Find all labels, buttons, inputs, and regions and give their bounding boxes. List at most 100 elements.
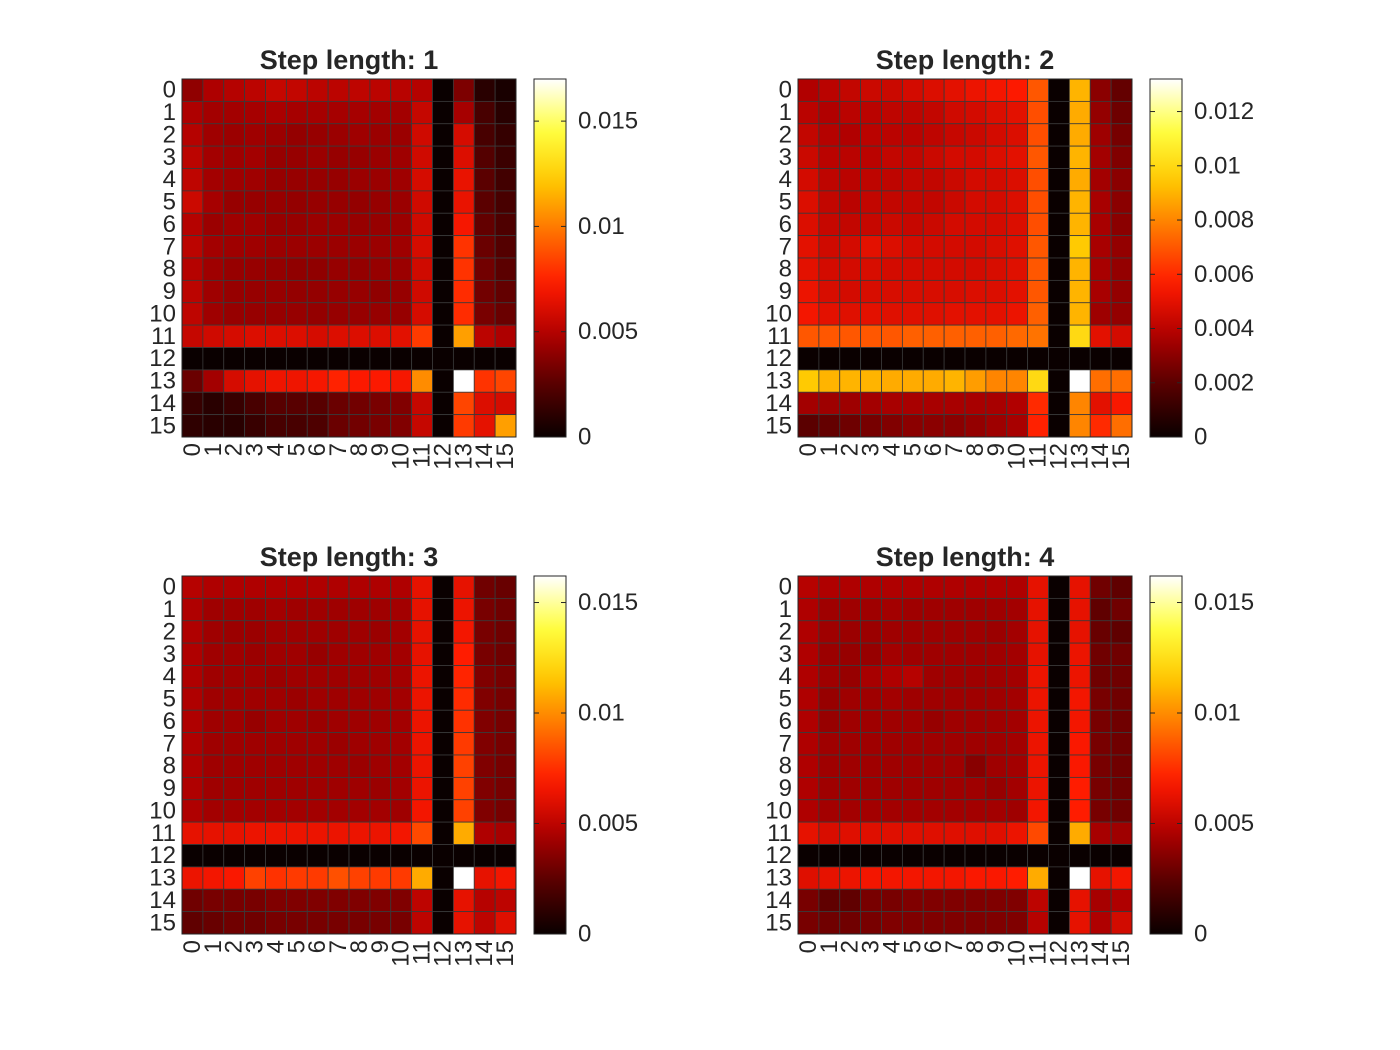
heatmap-cell-r3-c13 <box>1068 642 1091 666</box>
heatmap-cell-r11-c12 <box>432 821 454 845</box>
heatmap-cell-r12-c15 <box>1110 347 1133 371</box>
x-tick-label: 8 <box>962 443 989 456</box>
heatmap-cell-r12-c14 <box>1089 844 1112 868</box>
heatmap-cell-r12-c4 <box>881 844 903 868</box>
heatmap-cell-r7-c13 <box>452 732 475 756</box>
heatmap-cell-r12-c0 <box>797 347 820 371</box>
y-tick-label: 6 <box>779 708 792 735</box>
heatmap-cell-r11-c1 <box>818 324 841 348</box>
heatmap-cell-r6-c8 <box>348 212 371 237</box>
heatmap-cell-r11-c9 <box>985 821 1008 845</box>
heatmap-cell-r7-c8 <box>348 732 371 756</box>
x-tick-label: 8 <box>346 940 373 953</box>
heatmap-cell-r9-c13 <box>452 279 475 304</box>
heatmap-cell-r2-c2 <box>223 620 246 644</box>
heatmap-cell-r4-c4 <box>881 168 903 192</box>
heatmap-cell-r3-c14 <box>473 642 496 666</box>
heatmap-cell-r1-c3 <box>244 597 266 622</box>
heatmap-cell-r11-c0 <box>797 324 820 348</box>
heatmap-cell-r4-c5 <box>901 665 924 689</box>
heatmap-cell-r4-c13 <box>1068 168 1091 192</box>
heatmap-cell-r9-c14 <box>473 279 496 304</box>
heatmap-cell-r4-c1 <box>202 665 225 689</box>
colorbar-tick-label: 0.002 <box>1194 369 1254 396</box>
heatmap-cell-r10-c15 <box>494 799 517 823</box>
heatmap-cell-r13-c11 <box>1027 369 1049 393</box>
heatmap-cell-r10-c8 <box>964 302 987 326</box>
heatmap-cell-r13-c5 <box>901 369 924 393</box>
heatmap-cell-r11-c11 <box>411 821 433 845</box>
heatmap-cell-r10-c0 <box>797 302 820 326</box>
heatmap-cell-r10-c9 <box>985 799 1008 823</box>
heatmap-cell-r8-c6 <box>306 257 329 281</box>
heatmap-cell-r14-c15 <box>494 391 517 416</box>
heatmap-cell-r15-c2 <box>223 911 246 935</box>
x-tick-label: 8 <box>346 443 373 456</box>
heatmap-cell-r13-c9 <box>985 369 1008 393</box>
heatmap-cell-r10-c15 <box>494 302 517 326</box>
heatmap-cell-r7-c13 <box>1068 732 1091 756</box>
heatmap-cell-r6-c12 <box>432 212 454 237</box>
heatmap-cell-r3-c12 <box>432 642 454 666</box>
heatmap-cell-r3-c9 <box>369 642 392 666</box>
heatmap-cell-r1-c0 <box>797 597 820 622</box>
heatmap-cell-r0-c9 <box>985 78 1008 102</box>
heatmap-cell-r11-c5 <box>901 324 924 348</box>
heatmap-cell-r2-c6 <box>306 620 329 644</box>
heatmap-cell-r5-c6 <box>922 687 945 711</box>
heatmap-cell-r5-c9 <box>985 190 1008 214</box>
colorbar-tick-label: 0.015 <box>1194 589 1254 616</box>
x-tick-label: 12 <box>1045 443 1072 470</box>
heatmap-cell-r0-c6 <box>306 575 329 599</box>
x-tick-label: 9 <box>983 940 1010 953</box>
x-tick-label: 3 <box>242 443 269 456</box>
heatmap-cell-r3-c2 <box>839 145 862 169</box>
heatmap-cell-r7-c6 <box>306 235 329 259</box>
heatmap-cell-r2-c13 <box>1068 123 1091 147</box>
heatmap-cell-r14-c0 <box>797 391 820 416</box>
x-tick-label: 2 <box>221 940 248 953</box>
heatmap-cell-r15-c7 <box>943 414 966 438</box>
heatmap-cell-r15-c12 <box>432 911 454 935</box>
heatmap-cell-r15-c15 <box>1110 414 1133 438</box>
heatmap-cell-r1-c4 <box>881 597 903 622</box>
heatmap-cell-r8-c8 <box>964 754 987 778</box>
heatmap-cell-r4-c5 <box>901 168 924 192</box>
heatmap-cell-r14-c8 <box>348 391 371 416</box>
heatmap-cell-r5-c8 <box>348 190 371 214</box>
panel-title: Step length: 1 <box>260 45 439 75</box>
heatmap-cell-r4-c11 <box>1027 665 1049 689</box>
heatmap-cell-r14-c11 <box>411 391 433 416</box>
heatmap-cell-r13-c8 <box>964 369 987 393</box>
heatmap-cell-r4-c8 <box>964 168 987 192</box>
heatmap-cell-r8-c9 <box>369 754 392 778</box>
heatmap-cell-r4-c15 <box>1110 665 1133 689</box>
y-tick-label: 3 <box>779 144 792 171</box>
heatmap-cell-r10-c14 <box>473 799 496 823</box>
y-tick-label: 7 <box>779 233 792 260</box>
heatmap-cell-r7-c10 <box>1006 732 1029 756</box>
heatmap-cell-r4-c1 <box>818 665 841 689</box>
heatmap-cell-r4-c4 <box>265 665 287 689</box>
heatmap-cell-r13-c2 <box>839 369 862 393</box>
x-tick-label: 1 <box>200 940 227 953</box>
heatmap-cell-r2-c11 <box>1027 620 1049 644</box>
heatmap-cell-r3-c8 <box>348 642 371 666</box>
y-tick-label: 10 <box>149 797 176 824</box>
heatmap-cell-r14-c2 <box>839 391 862 416</box>
heatmap-cell-r6-c14 <box>1089 709 1112 734</box>
y-tick-label: 12 <box>149 842 176 869</box>
heatmap-cell-r2-c5 <box>901 123 924 147</box>
x-tick-label: 14 <box>1087 443 1114 470</box>
heatmap-cell-r1-c10 <box>1006 100 1029 125</box>
heatmap-cell-r9-c11 <box>411 279 433 304</box>
heatmap-cell-r15-c13 <box>452 414 475 438</box>
heatmap-cell-r5-c7 <box>327 190 350 214</box>
heatmap-cell-r14-c1 <box>202 391 225 416</box>
heatmap-cell-r10-c7 <box>327 799 350 823</box>
heatmap-cell-r12-c14 <box>473 844 496 868</box>
heatmap-cell-r1-c8 <box>348 597 371 622</box>
heatmap-cell-r12-c4 <box>265 844 287 868</box>
x-tick-label: 5 <box>899 940 926 953</box>
heatmap-cell-r2-c0 <box>797 620 820 644</box>
